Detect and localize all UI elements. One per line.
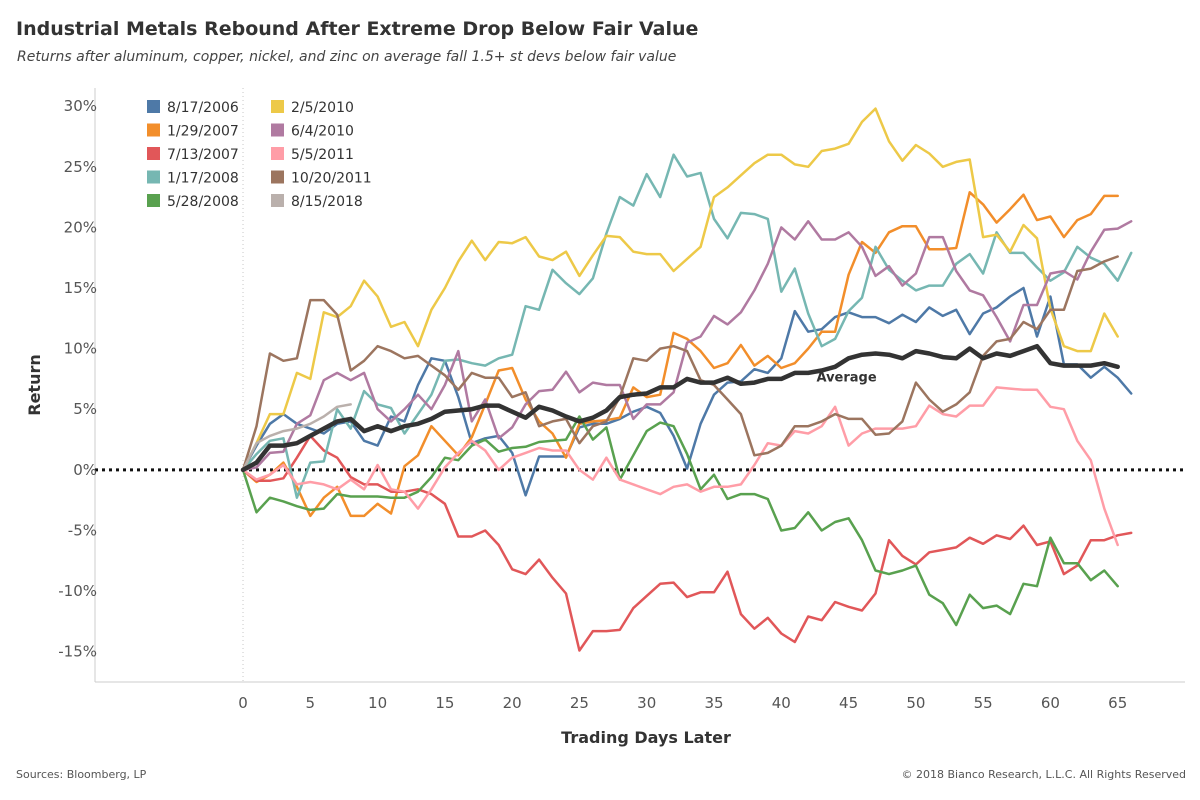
x-axis-title: Trading Days Later: [561, 728, 731, 747]
series-lines: Average: [240, 107, 1133, 652]
copyright-note: © 2018 Bianco Research, L.L.C. All Right…: [901, 768, 1186, 781]
legend-label: 7/13/2007: [167, 147, 239, 163]
y-tick-label: 25%: [64, 158, 97, 176]
y-tick-label: 20%: [64, 218, 97, 236]
legend-label: 8/15/2018: [291, 194, 363, 210]
x-tick-label: 50: [906, 694, 925, 712]
x-tick-label: 10: [368, 694, 387, 712]
average-label: Average: [816, 370, 876, 385]
legend-label: 5/5/2011: [291, 147, 354, 163]
y-tick-label: 0%: [73, 461, 97, 479]
legend-swatch: [147, 147, 160, 160]
y-tick-label: 5%: [73, 400, 97, 418]
y-tick-label: 30%: [64, 97, 97, 115]
source-note: Sources: Bloomberg, LP: [16, 768, 147, 781]
y-tick-label: -10%: [58, 582, 97, 600]
series-line: [241, 415, 1119, 627]
series-line: [241, 386, 1119, 547]
legend-swatch: [271, 123, 284, 137]
legend-label: 1/17/2008: [167, 171, 239, 187]
x-tick-label: 0: [238, 694, 248, 712]
y-axis-ticks: -15% -10% -5% 0% 5% 10% 15% 20% 25% 30%: [58, 97, 97, 661]
x-tick-label: 40: [772, 694, 791, 712]
y-axis-title: Return: [25, 354, 44, 416]
legend-swatch: [271, 170, 284, 184]
legend-swatch: [147, 123, 160, 137]
series-line: [241, 434, 1133, 652]
legend-swatch: [147, 194, 160, 207]
x-axis-ticks: 0 5 10 15 20 25 30 35 40 45 50 55 60 65: [238, 694, 1127, 712]
x-tick-label: 45: [839, 694, 858, 712]
series-line: [241, 286, 1133, 497]
x-tick-label: 5: [306, 694, 316, 712]
x-tick-label: 25: [570, 694, 589, 712]
legend: 8/17/2006 1/29/2007 7/13/2007 1/17/2008 5/28…: [147, 100, 372, 210]
x-tick-label: 30: [637, 694, 656, 712]
y-tick-label: 10%: [64, 340, 97, 358]
y-tick-label: 15%: [64, 279, 97, 297]
x-tick-label: 20: [503, 694, 522, 712]
legend-label: 5/28/2008: [167, 194, 239, 210]
line-chart: -15% -10% -5% 0% 5% 10% 15% 20% 25% 30% 0 5 10 15 20 2…: [25, 88, 1185, 747]
x-tick-label: 35: [704, 694, 723, 712]
chart-subtitle: Returns after aluminum, copper, nickel, …: [17, 49, 677, 65]
plot-frame: [94, 88, 1185, 683]
x-tick-label: 60: [1041, 694, 1060, 712]
series-line: [241, 107, 1119, 472]
legend-label: 1/29/2007: [167, 124, 239, 140]
legend-swatch: [271, 100, 284, 113]
legend-swatch: [271, 194, 284, 207]
series-line: [241, 153, 1133, 499]
legend-label: 6/4/2010: [291, 124, 354, 140]
legend-label: 2/5/2010: [291, 100, 354, 116]
legend-swatch: [147, 170, 160, 184]
chart-title: Industrial Metals Rebound After Extreme …: [16, 18, 699, 40]
series-line: [241, 191, 1119, 518]
series-line: [241, 255, 1119, 472]
x-tick-label: 65: [1108, 694, 1127, 712]
legend-swatch: [271, 147, 284, 160]
y-tick-label: -15%: [58, 643, 97, 661]
legend-label: 10/20/2011: [291, 171, 372, 187]
series-line: [241, 220, 1133, 472]
series-line: [241, 403, 352, 472]
x-tick-label: 15: [435, 694, 454, 712]
y-tick-label: -5%: [68, 521, 97, 539]
average-line: [240, 343, 1120, 473]
x-tick-label: 55: [974, 694, 993, 712]
legend-label: 8/17/2006: [167, 100, 239, 116]
legend-swatch: [147, 100, 160, 113]
